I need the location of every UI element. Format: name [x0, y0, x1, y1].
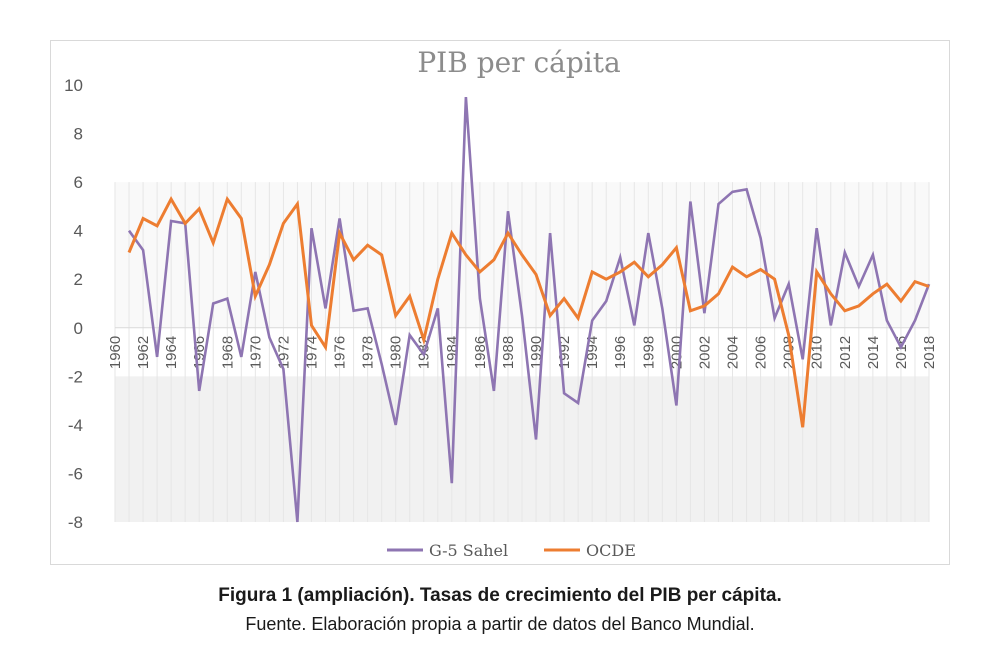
x-tick-label: 2006 [753, 336, 770, 369]
chart-title: PIB per cápita [417, 46, 620, 79]
x-tick-label: 1960 [107, 336, 124, 369]
y-tick-label: 10 [64, 76, 83, 95]
x-tick-label: 2014 [865, 336, 882, 369]
series-line-g-5-sahel [127, 97, 931, 523]
chart-svg: PIB per cápita -8 -6 -4 -2 0 2 4 6 8 10 1960 1962 1… [64, 46, 938, 560]
x-tick-label: 1978 [360, 336, 377, 369]
y-axis-tick-labels: -8 -6 -4 -2 0 2 4 6 8 10 [64, 76, 83, 532]
x-tick-label: 1986 [472, 336, 489, 369]
y-tick-label: 6 [74, 173, 83, 192]
caption-title: Figura 1 (ampliación). Tasas de crecimie… [218, 585, 782, 606]
y-tick-label: 0 [74, 319, 83, 338]
x-tick-label: 2010 [809, 336, 826, 369]
x-tick-label: 1962 [135, 336, 152, 369]
y-tick-label: 4 [74, 222, 83, 241]
x-tick-label: 1968 [219, 336, 236, 369]
x-tick-label: 1980 [388, 336, 405, 369]
caption-source: Fuente. Elaboración propia a partir de d… [245, 614, 755, 634]
legend-label: OCDE [586, 541, 636, 560]
x-tick-label: 1964 [163, 336, 180, 369]
x-tick-label: 1976 [332, 336, 349, 369]
y-tick-label: 8 [74, 125, 83, 144]
data-series-lines [127, 97, 931, 523]
x-tick-label: 2004 [725, 336, 742, 369]
x-tick-label: 1972 [275, 336, 292, 369]
x-tick-label: 2012 [837, 336, 854, 369]
x-tick-label: 1974 [303, 336, 320, 369]
y-tick-label: -2 [68, 367, 83, 386]
x-tick-label: 2002 [696, 336, 713, 369]
figure-caption: Figura 1 (ampliación). Tasas de crecimie… [0, 584, 1000, 636]
y-tick-label: -4 [68, 416, 83, 435]
x-tick-label: 1998 [640, 336, 657, 369]
x-tick-label: 1970 [247, 336, 264, 369]
legend: G-5 Sahel OCDE [387, 541, 636, 560]
x-tick-label: 1988 [500, 336, 517, 369]
y-tick-label: 2 [74, 270, 83, 289]
chart-frame: PIB per cápita -8 -6 -4 -2 0 2 4 6 8 10 1960 1962 1… [50, 40, 950, 565]
y-tick-label: -6 [68, 464, 83, 483]
legend-label: G-5 Sahel [429, 541, 508, 560]
x-tick-label: 2018 [921, 336, 938, 369]
vertical-gridlines [114, 182, 930, 522]
x-tick-label: 1996 [612, 336, 629, 369]
series-line-ocde [127, 195, 930, 428]
y-tick-label: -8 [68, 513, 83, 532]
x-tick-label: 2016 [893, 336, 910, 369]
